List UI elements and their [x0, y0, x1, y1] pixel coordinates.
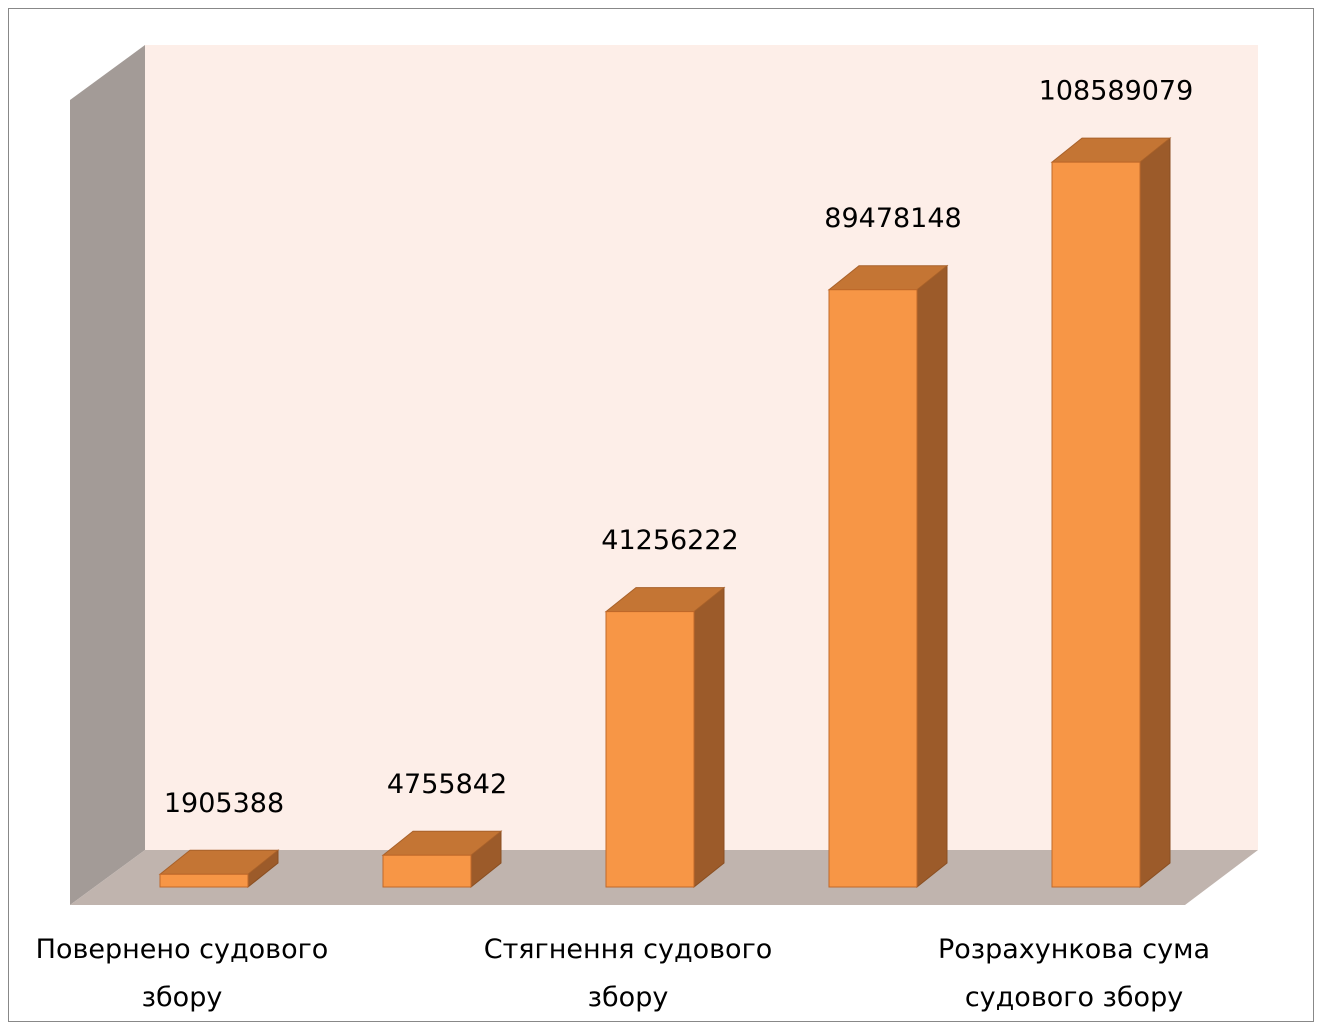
bar — [382, 854, 472, 888]
bar — [1051, 161, 1141, 888]
value-label: 1905388 — [164, 788, 284, 819]
chart-border — [8, 8, 1314, 1022]
value-label: 4755842 — [387, 769, 507, 800]
bar — [159, 873, 249, 888]
bar-side — [693, 586, 725, 889]
bar-side — [916, 264, 948, 889]
value-label: 108589079 — [1039, 76, 1194, 107]
x-tick-label: Повернено судового збору — [35, 934, 329, 1013]
bar — [828, 289, 918, 888]
value-label: 89478148 — [824, 203, 961, 234]
side-wall — [70, 45, 145, 905]
value-label: 41256222 — [601, 525, 738, 556]
x-tick-label: Розрахункова сума судового збору — [937, 934, 1211, 1013]
bar — [605, 611, 695, 888]
back-wall — [145, 45, 1258, 850]
x-tick-label: Стягнення судового збору — [483, 934, 773, 1013]
bar-side — [1139, 137, 1171, 889]
